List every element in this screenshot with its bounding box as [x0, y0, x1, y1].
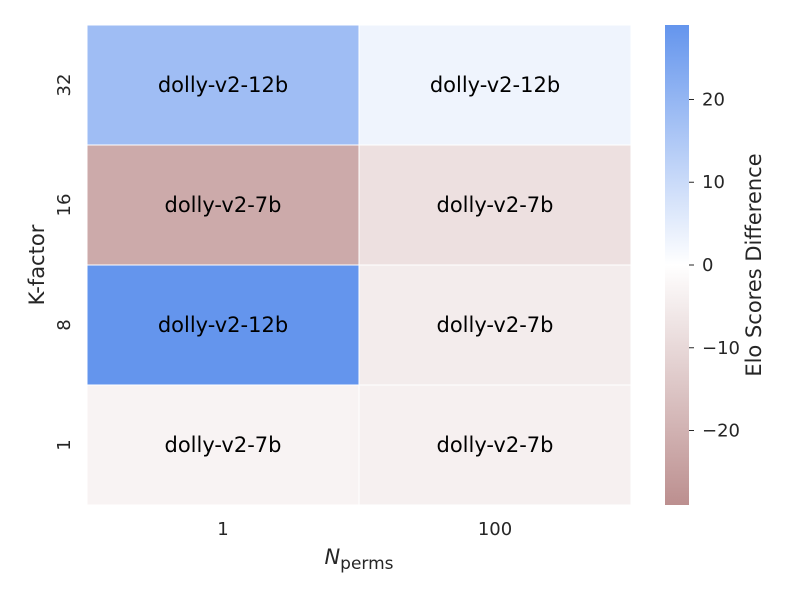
colorbar-ticks: −20 −10 0 10 20 [689, 89, 740, 442]
heatmap-cells: dolly-v2-12b dolly-v2-12b dolly-v2-7b dolly… [86, 24, 632, 506]
y-tick-label-3: 1 [54, 439, 75, 450]
colorbar-tick-label-4: 20 [702, 89, 725, 110]
cell-annotation-r0-c1: dolly-v2-12b [430, 73, 560, 97]
heatmap-cell-r0-c0 [86, 24, 360, 146]
heatmap-cell-r1-c0 [86, 144, 360, 266]
cell-annotation-r2-c0: dolly-v2-12b [158, 313, 288, 337]
cell-annotation-r3-c1: dolly-v2-7b [437, 433, 554, 457]
y-tick-label-0: 32 [54, 74, 75, 97]
colorbar-label: Elo Scores Difference [742, 153, 766, 376]
heatmap-cell-r3-c1 [358, 384, 632, 506]
colorbar [665, 25, 689, 505]
cell-annotation-r3-c0: dolly-v2-7b [165, 433, 282, 457]
cell-annotation-r1-c0: dolly-v2-7b [165, 193, 282, 217]
heatmap-cell-r0-c1 [358, 24, 632, 146]
colorbar-tick-label-3: 10 [702, 172, 725, 193]
x-axis-label: Nperms [324, 545, 393, 574]
colorbar-tick-label-2: 0 [702, 255, 713, 276]
y-tick-label-1: 16 [54, 194, 75, 217]
colorbar-tick-label-1: −10 [702, 338, 740, 359]
y-tick-labels: 32 16 8 1 [54, 74, 75, 451]
cell-annotation-r1-c1: dolly-v2-7b [437, 193, 554, 217]
x-tick-labels: 1 100 [217, 519, 512, 540]
heatmap-cell-r2-c0 [86, 264, 360, 386]
heatmap-cell-r1-c1 [358, 144, 632, 266]
colorbar-tick-label-0: −20 [702, 421, 740, 442]
cell-annotation-r2-c1: dolly-v2-7b [437, 313, 554, 337]
x-axis-label-main: N [324, 545, 340, 569]
heatmap-cell-r3-c0 [86, 384, 360, 506]
x-axis-label-sub: perms [340, 554, 394, 574]
y-axis-label: K-factor [25, 224, 49, 305]
heatmap-cell-r2-c1 [358, 264, 632, 386]
y-tick-label-2: 8 [54, 319, 75, 330]
cell-annotation-r0-c0: dolly-v2-12b [158, 73, 288, 97]
x-tick-label-0: 1 [217, 519, 228, 540]
x-tick-label-1: 100 [478, 519, 512, 540]
